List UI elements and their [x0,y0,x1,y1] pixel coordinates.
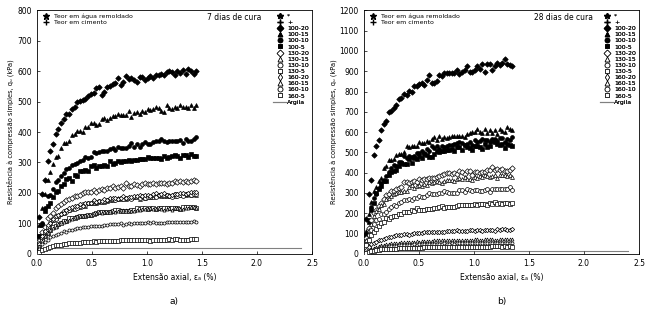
Legend: *, +, 100-20, 100-15, 100-10, 100-5, 130-20, 130-15, 130-10, 130-5, 160-20, 160-: *, +, 100-20, 100-15, 100-10, 100-5, 130… [600,13,636,105]
X-axis label: Extensão axial, εₐ (%): Extensão axial, εₐ (%) [460,273,543,282]
Y-axis label: Resistência à compressão simples, qᵤ (kPa): Resistência à compressão simples, qᵤ (kP… [7,60,14,204]
Text: 7 dias de cura: 7 dias de cura [207,13,262,22]
X-axis label: Extensão axial, εₐ (%): Extensão axial, εₐ (%) [132,273,216,282]
Legend: *, +, 100-20, 100-15, 100-10, 100-5, 130-20, 130-15, 130-10, 130-5, 160-20, 160-: *, +, 100-20, 100-15, 100-10, 100-5, 130… [273,13,309,105]
Y-axis label: Resistência à compressão simples, qᵤ (kPa): Resistência à compressão simples, qᵤ (kP… [329,60,336,204]
Text: a): a) [170,297,179,306]
Text: b): b) [497,297,506,306]
Text: 28 dias de cura: 28 dias de cura [535,13,593,22]
